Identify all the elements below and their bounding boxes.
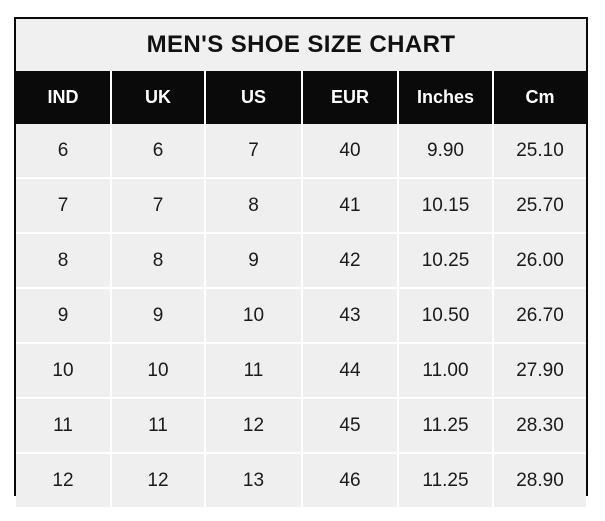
cell-cm: 25.70 xyxy=(493,178,586,234)
cell-us: 9 xyxy=(205,233,303,289)
cell-uk: 9 xyxy=(111,288,206,344)
cell-eur: 43 xyxy=(302,288,399,344)
cell-us: 13 xyxy=(205,453,303,507)
cell-cm: 26.00 xyxy=(493,233,586,289)
cell-uk: 6 xyxy=(111,124,206,179)
cell-uk: 10 xyxy=(111,343,206,399)
cell-eur: 41 xyxy=(302,178,399,234)
column-header-uk: UK xyxy=(111,71,206,124)
cell-inches: 9.90 xyxy=(398,124,494,179)
cell-eur: 40 xyxy=(302,124,399,179)
cell-ind: 10 xyxy=(16,343,112,399)
cell-ind: 12 xyxy=(16,453,112,507)
table-row: 9 9 10 43 10.50 26.70 xyxy=(16,288,586,344)
cell-eur: 45 xyxy=(302,398,399,454)
column-header-eur: EUR xyxy=(302,71,399,124)
cell-cm: 26.70 xyxy=(493,288,586,344)
cell-us: 12 xyxy=(205,398,303,454)
cell-ind: 11 xyxy=(16,398,112,454)
table-body: 6 6 7 40 9.90 25.10 7 7 8 41 10.15 25.70… xyxy=(16,124,586,507)
table-header: IND UK US EUR Inches Cm xyxy=(16,71,586,124)
size-chart-table: IND UK US EUR Inches Cm 6 6 7 40 9.90 25… xyxy=(16,71,586,507)
column-header-us: US xyxy=(205,71,303,124)
cell-uk: 12 xyxy=(111,453,206,507)
column-header-ind: IND xyxy=(16,71,112,124)
cell-ind: 8 xyxy=(16,233,112,289)
table-header-row: IND UK US EUR Inches Cm xyxy=(16,71,586,124)
cell-uk: 8 xyxy=(111,233,206,289)
cell-uk: 11 xyxy=(111,398,206,454)
cell-inches: 11.25 xyxy=(398,453,494,507)
table-row: 8 8 9 42 10.25 26.00 xyxy=(16,233,586,289)
cell-us: 10 xyxy=(205,288,303,344)
cell-eur: 46 xyxy=(302,453,399,507)
cell-us: 8 xyxy=(205,178,303,234)
cell-eur: 42 xyxy=(302,233,399,289)
cell-inches: 11.00 xyxy=(398,343,494,399)
cell-inches: 11.25 xyxy=(398,398,494,454)
cell-cm: 25.10 xyxy=(493,124,586,179)
table-row: 12 12 13 46 11.25 28.90 xyxy=(16,453,586,507)
cell-us: 7 xyxy=(205,124,303,179)
column-header-cm: Cm xyxy=(493,71,586,124)
cell-cm: 28.30 xyxy=(493,398,586,454)
cell-us: 11 xyxy=(205,343,303,399)
cell-cm: 28.90 xyxy=(493,453,586,507)
cell-inches: 10.25 xyxy=(398,233,494,289)
cell-ind: 7 xyxy=(16,178,112,234)
cell-uk: 7 xyxy=(111,178,206,234)
cell-inches: 10.15 xyxy=(398,178,494,234)
page-title: MEN'S SHOE SIZE CHART xyxy=(16,19,586,71)
cell-ind: 6 xyxy=(16,124,112,179)
cell-cm: 27.90 xyxy=(493,343,586,399)
table-row: 10 10 11 44 11.00 27.90 xyxy=(16,343,586,399)
table-row: 11 11 12 45 11.25 28.30 xyxy=(16,398,586,454)
table-row: 6 6 7 40 9.90 25.10 xyxy=(16,124,586,179)
column-header-inches: Inches xyxy=(398,71,494,124)
shoe-size-chart: MEN'S SHOE SIZE CHART IND UK US EUR Inch… xyxy=(14,17,588,507)
cell-eur: 44 xyxy=(302,343,399,399)
table-row: 7 7 8 41 10.15 25.70 xyxy=(16,178,586,234)
cell-ind: 9 xyxy=(16,288,112,344)
cell-inches: 10.50 xyxy=(398,288,494,344)
